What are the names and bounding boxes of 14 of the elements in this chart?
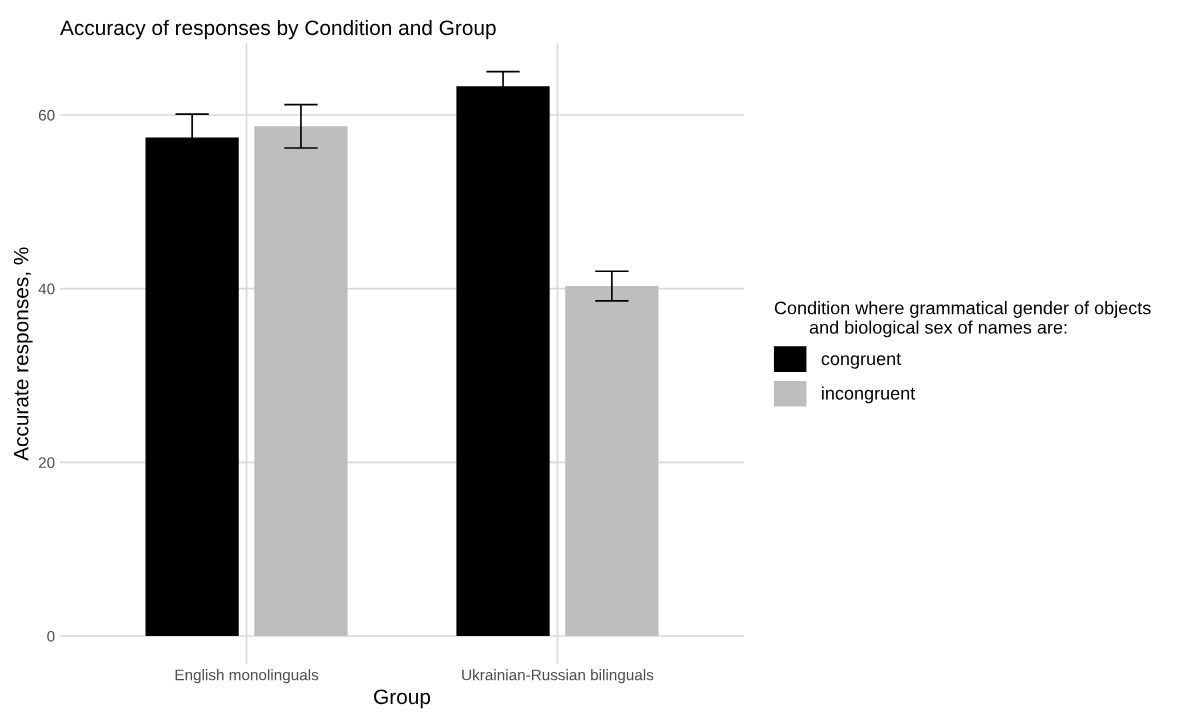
legend-title: Condition where grammatical gender of objects and biological sex of names are: bbox=[774, 301, 1151, 338]
bar bbox=[565, 286, 659, 637]
y-tick-label: 20 bbox=[38, 457, 55, 469]
x-tick-label: Ukrainian-Russian bilinguals bbox=[462, 669, 654, 684]
legend-label: incongruent bbox=[822, 386, 916, 404]
chart-title: Accuracy of responses by Condition and Group bbox=[60, 19, 496, 40]
bar bbox=[254, 126, 348, 637]
y-axis-title: Accurate responses, % bbox=[13, 247, 33, 461]
y-tick-label: 40 bbox=[38, 283, 55, 295]
y-tick-label: 60 bbox=[38, 109, 55, 121]
x-tick-label: English monolinguals bbox=[175, 669, 319, 684]
x-axis-title: Group bbox=[374, 689, 431, 709]
legend-label: congruent bbox=[821, 353, 902, 369]
y-tick-label: 0 bbox=[47, 630, 55, 642]
